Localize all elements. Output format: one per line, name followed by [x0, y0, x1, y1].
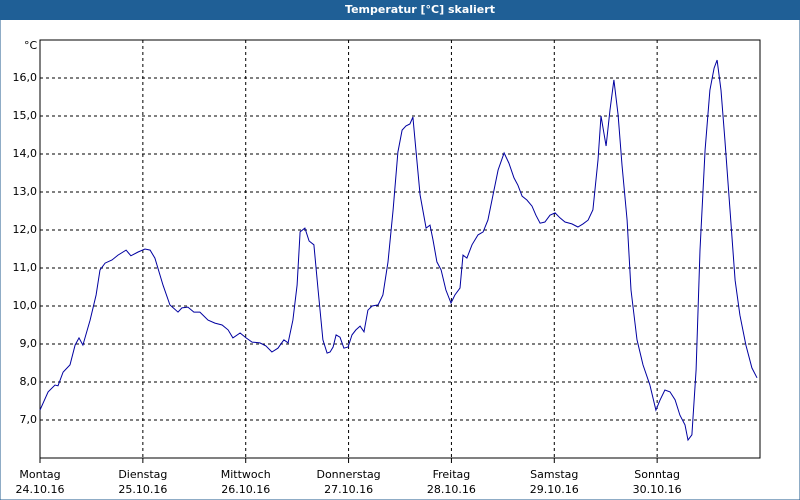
y-tick-label: 11,0 [13, 261, 38, 274]
x-tick-label: Dienstag [118, 468, 167, 481]
y-unit: °C [24, 39, 38, 52]
x-tick-sublabel: 24.10.16 [16, 483, 65, 496]
plot-frame [39, 39, 761, 459]
y-tick-label: 10,0 [13, 299, 38, 312]
chart-title: Temperatur [°C] skaliert [345, 3, 495, 16]
title-bar [0, 0, 800, 20]
y-tick-label: 15,0 [13, 109, 38, 122]
x-tick-label: Freitag [433, 468, 471, 481]
x-tick-label: Montag [19, 468, 60, 481]
y-tick-label: 14,0 [13, 147, 38, 160]
x-tick-label: Samstag [530, 468, 578, 481]
x-tick-sublabel: 25.10.16 [118, 483, 167, 496]
x-tick-label: Donnerstag [316, 468, 380, 481]
x-tick-sublabel: 28.10.16 [427, 483, 476, 496]
x-tick-label: Mittwoch [221, 468, 271, 481]
x-tick-label: Sonntag [634, 468, 680, 481]
y-tick-label: 12,0 [13, 223, 38, 236]
y-tick-label: 16,0 [13, 71, 38, 84]
y-tick-label: 7,0 [20, 413, 38, 426]
y-tick-label: 8,0 [20, 375, 38, 388]
temperature-line [39, 59, 758, 442]
x-tick-sublabel: 30.10.16 [633, 483, 682, 496]
x-tick-sublabel: 27.10.16 [324, 483, 373, 496]
y-tick-label: 9,0 [20, 337, 38, 350]
x-tick-sublabel: 29.10.16 [530, 483, 579, 496]
x-tick-sublabel: 26.10.16 [221, 483, 270, 496]
y-tick-label: 13,0 [13, 185, 38, 198]
